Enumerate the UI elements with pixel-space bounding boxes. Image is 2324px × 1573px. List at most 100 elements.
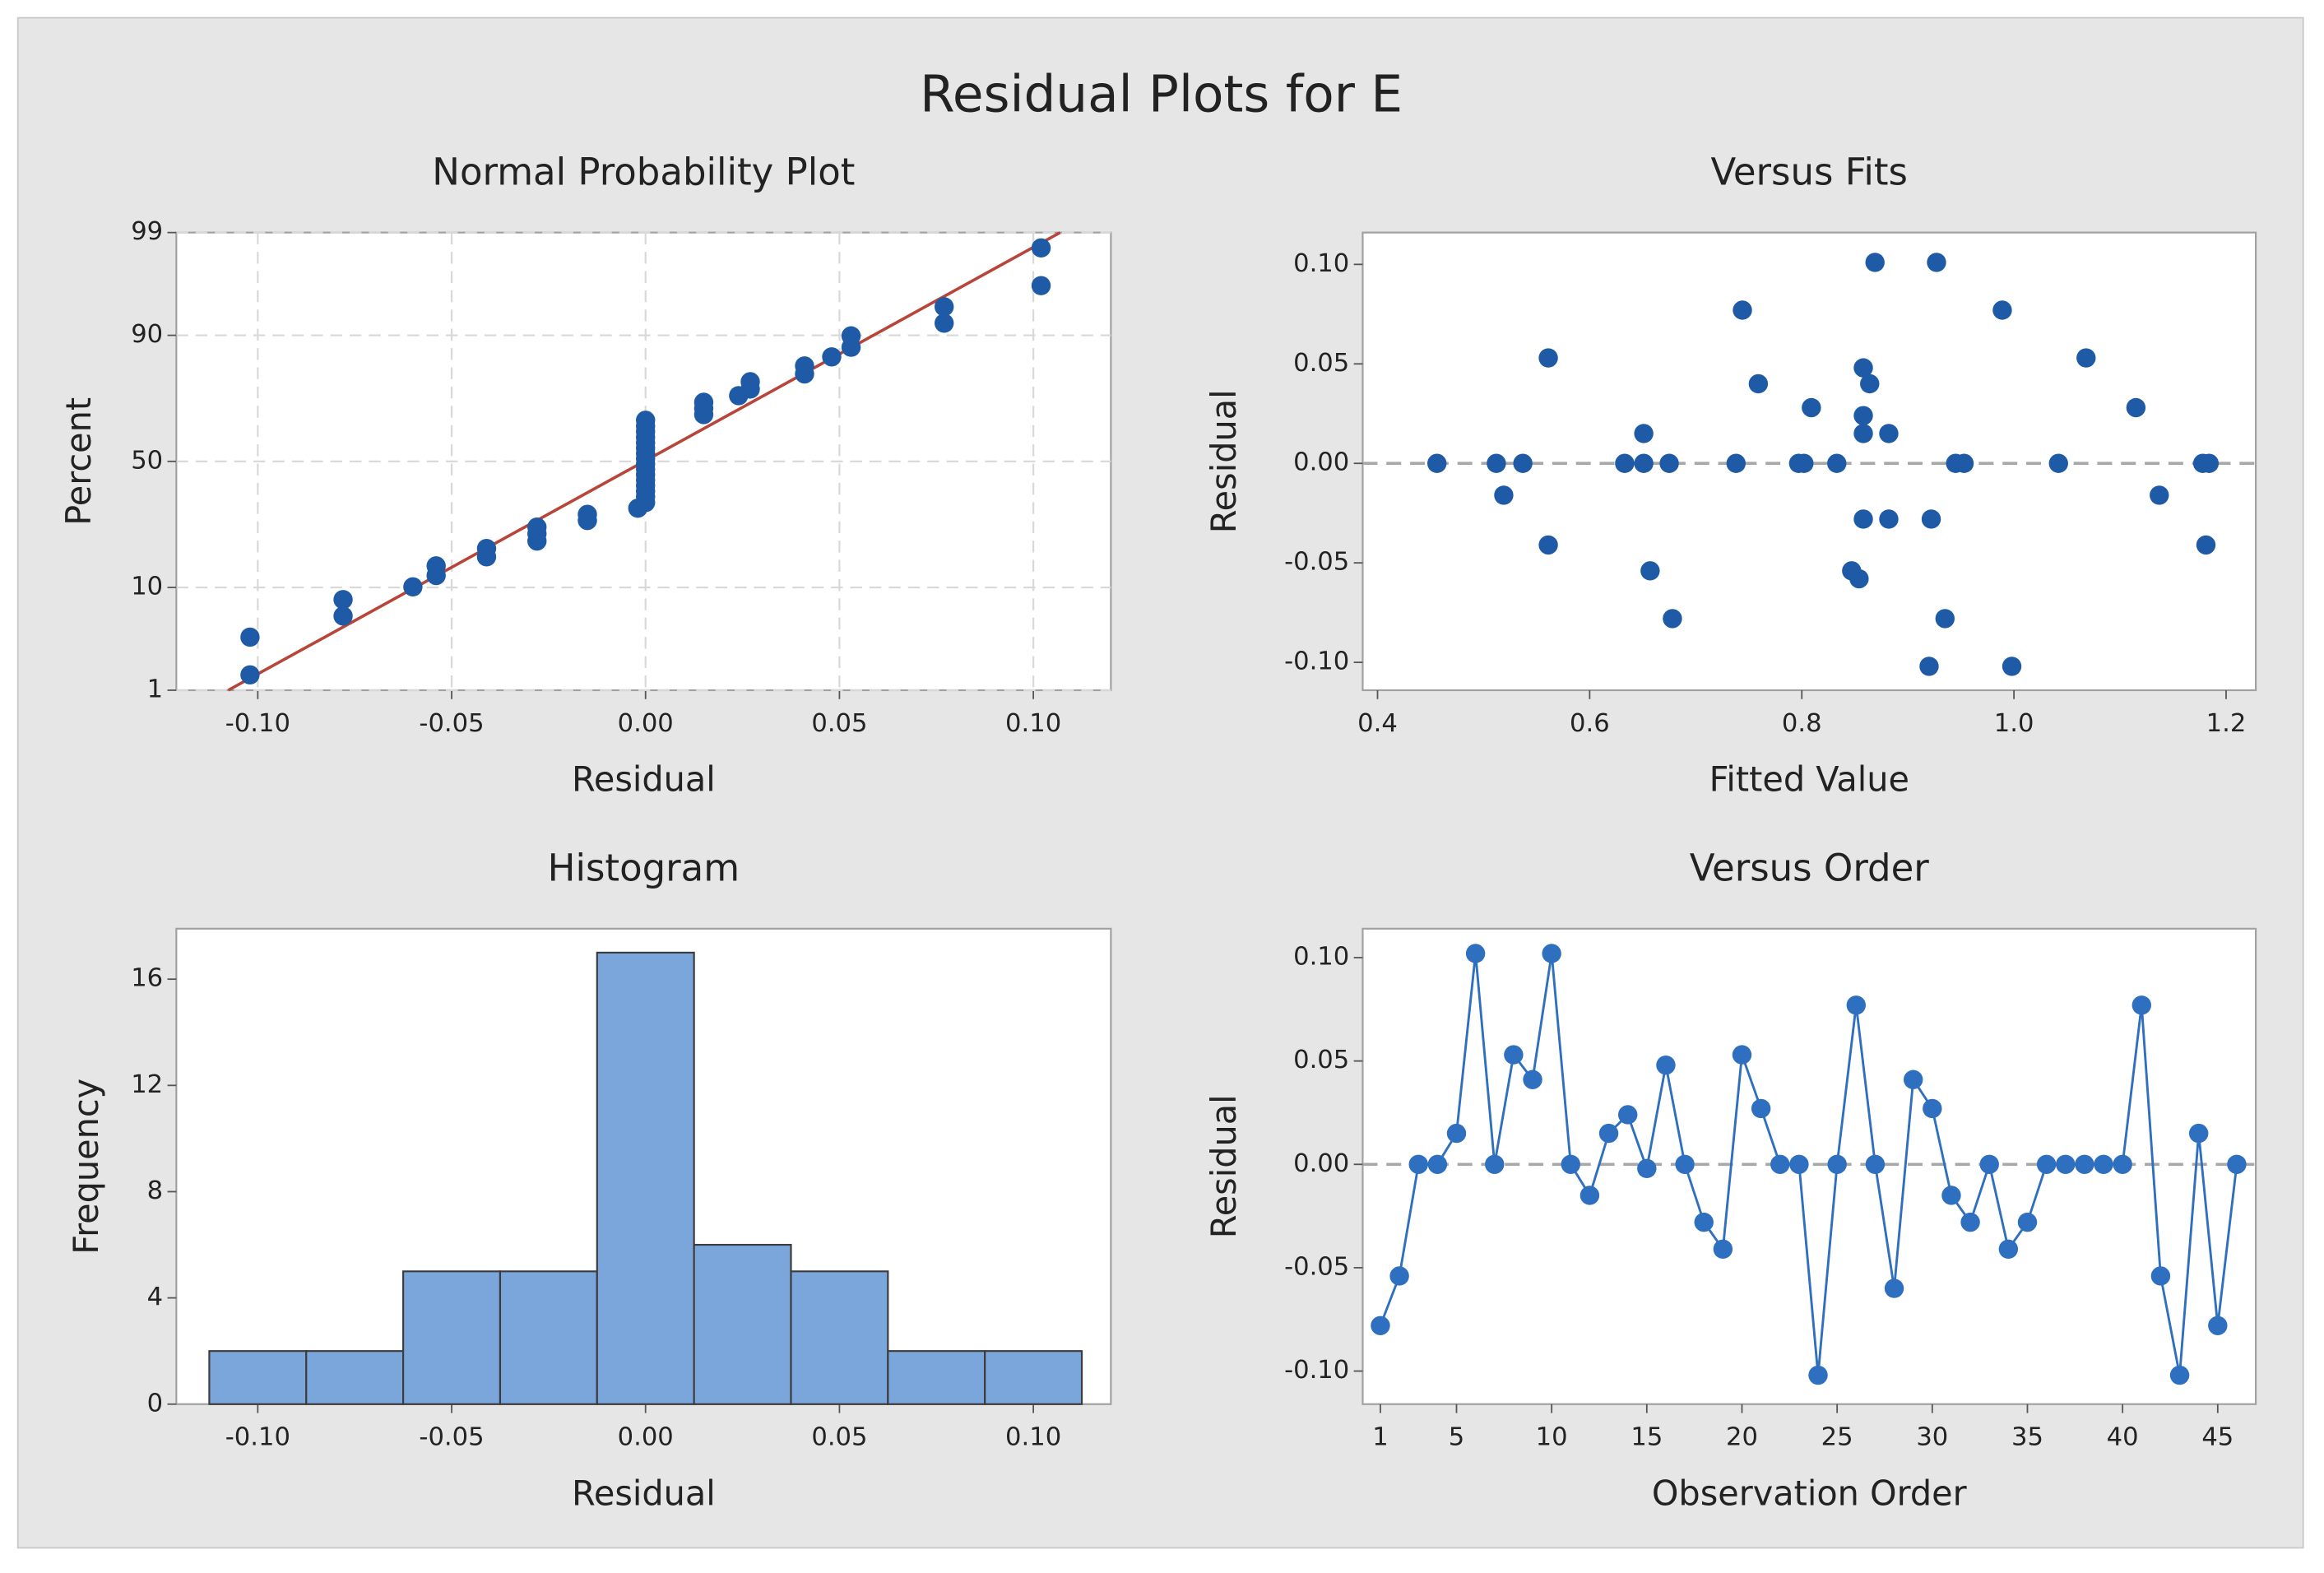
data-point: [1794, 453, 1814, 473]
data-point: [1675, 1154, 1695, 1174]
data-point: [476, 538, 497, 559]
data-point: [740, 372, 760, 392]
x-tick-label: 0.10: [1005, 709, 1061, 738]
histogram-bar: [305, 1350, 405, 1405]
data-point: [1485, 1154, 1505, 1174]
histogram-bar: [402, 1270, 502, 1405]
data-point: [1659, 453, 1679, 473]
histogram-bar: [208, 1350, 308, 1405]
data-point: [1634, 453, 1654, 473]
y-tick-label: 0.00: [1293, 448, 1349, 477]
data-point: [1615, 453, 1635, 473]
data-point: [1513, 453, 1533, 473]
data-point: [426, 556, 446, 576]
data-point: [1733, 300, 1752, 320]
data-point: [1523, 1070, 1542, 1089]
x-tick-label: 1.2: [2206, 709, 2247, 738]
data-point: [1504, 1045, 1524, 1065]
data-point: [693, 392, 714, 412]
y-tick-label: 0.05: [1293, 349, 1349, 378]
y-tick-label: -0.05: [1284, 1252, 1349, 1281]
data-point: [1494, 485, 1514, 505]
x-tick-label: -0.10: [225, 1423, 290, 1452]
x-tick-label: -0.05: [419, 1423, 484, 1452]
data-point: [1879, 424, 1899, 443]
data-point: [1748, 374, 1769, 394]
x-tick-label: -0.10: [225, 709, 290, 738]
data-point: [403, 577, 423, 597]
histogram-bar: [790, 1270, 889, 1405]
data-point: [1827, 453, 1847, 473]
y-tick-label: 0.05: [1293, 1046, 1349, 1074]
x-axis-title: Residual: [572, 760, 716, 800]
x-tick-label: 15: [1631, 1423, 1663, 1452]
data-point: [1853, 424, 1873, 443]
x-axis-title: Residual: [572, 1473, 716, 1513]
y-tick-label: 8: [147, 1176, 163, 1205]
y-tick-label: 99: [131, 217, 163, 246]
data-point: [2196, 535, 2216, 555]
data-point: [2199, 453, 2220, 473]
data-point: [1865, 1154, 1886, 1174]
data-point: [1598, 1123, 1619, 1144]
main-title: Residual Plots for E: [920, 65, 1403, 123]
data-point: [1427, 453, 1447, 473]
histogram-bar: [984, 1350, 1083, 1405]
data-point: [2126, 397, 2146, 418]
data-point: [2075, 1154, 2094, 1174]
data-point: [1371, 1315, 1390, 1335]
data-point: [1789, 1154, 1809, 1174]
data-point: [1538, 535, 1558, 555]
data-point: [333, 606, 353, 626]
data-point: [1726, 453, 1746, 473]
x-tick-label: -0.05: [419, 709, 484, 738]
data-point: [1617, 1105, 1638, 1125]
data-point: [1637, 1158, 1657, 1179]
data-point: [1903, 1070, 1923, 1089]
x-tick-label: 5: [1449, 1423, 1464, 1452]
x-tick-label: 35: [2011, 1423, 2043, 1452]
histogram-bar: [499, 1270, 598, 1405]
data-point: [2017, 1212, 2038, 1232]
data-point: [934, 313, 954, 333]
data-point: [1656, 1055, 1676, 1075]
y-tick-label: 12: [131, 1070, 163, 1099]
x-tick-label: 30: [1916, 1423, 1948, 1452]
data-point: [1853, 509, 1873, 529]
data-point: [333, 590, 353, 610]
data-point: [1846, 995, 1866, 1015]
data-point: [2169, 1365, 2190, 1385]
data-point: [1992, 300, 2012, 320]
data-point: [240, 665, 260, 684]
data-point: [822, 347, 842, 367]
data-point: [1408, 1154, 1428, 1174]
y-tick-label: -0.05: [1284, 548, 1349, 577]
data-point: [1446, 1123, 1467, 1144]
y-tick-label: 0.00: [1293, 1149, 1349, 1178]
data-point: [2150, 485, 2169, 505]
data-point: [934, 297, 954, 317]
y-axis-title: Frequency: [67, 1079, 106, 1255]
data-point: [2076, 348, 2096, 368]
y-axis-title: Residual: [1204, 389, 1244, 533]
histogram-bar: [693, 1243, 792, 1405]
data-point: [1853, 406, 1873, 425]
data-point: [1561, 1154, 1580, 1174]
data-point: [1960, 1212, 1980, 1232]
data-point: [2094, 1154, 2113, 1174]
data-point: [2056, 1154, 2076, 1174]
data-point: [2188, 1123, 2209, 1144]
data-point: [2002, 657, 2022, 676]
x-tick-label: 20: [1726, 1423, 1758, 1452]
data-point: [1927, 253, 1946, 272]
y-tick-label: 16: [131, 964, 163, 993]
x-tick-label: 0.8: [1782, 709, 1822, 738]
data-point: [1853, 358, 1873, 378]
data-point: [1713, 1239, 1733, 1260]
data-point: [1884, 1278, 1904, 1298]
data-point: [1465, 944, 1486, 963]
panel-title: Versus Fits: [1711, 150, 1908, 193]
data-point: [1941, 1186, 1961, 1205]
